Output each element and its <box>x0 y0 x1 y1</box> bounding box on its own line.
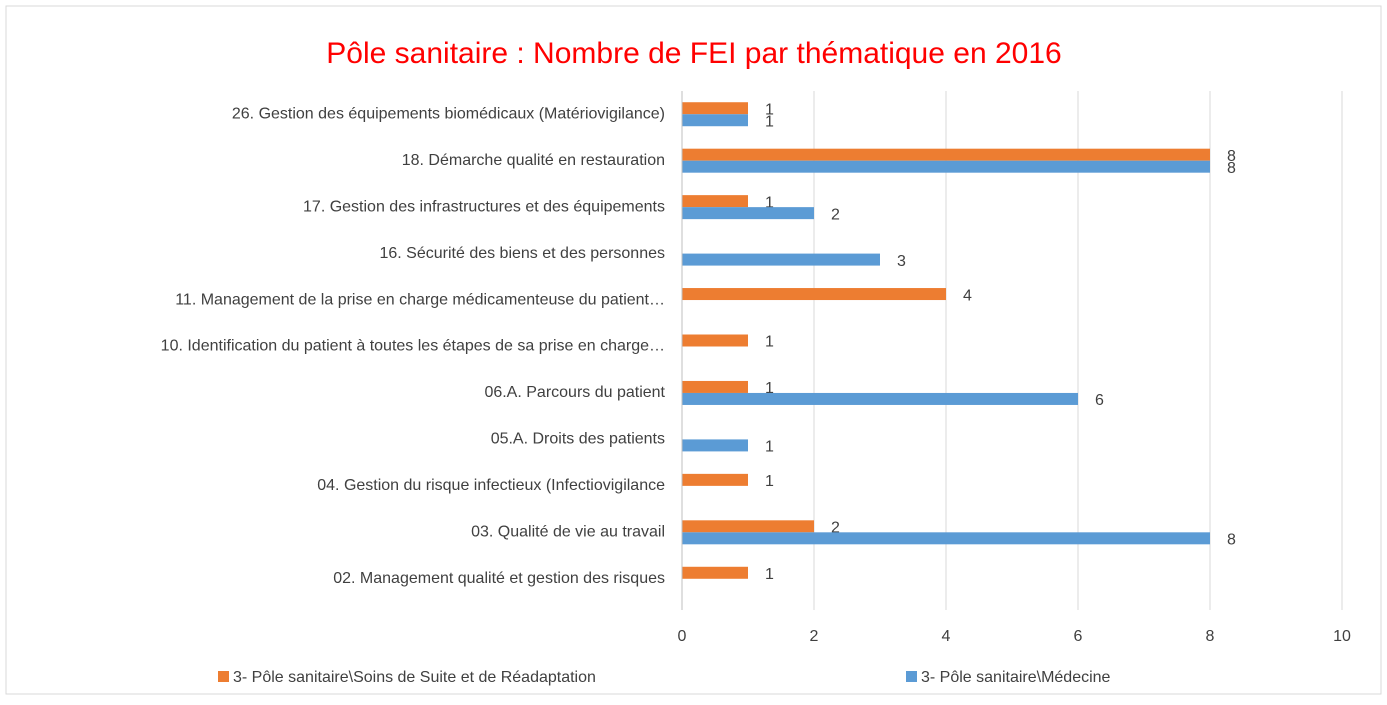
bar <box>682 392 1078 405</box>
data-label: 1 <box>765 439 774 456</box>
bar <box>682 334 748 347</box>
data-label: 1 <box>765 194 774 211</box>
data-label: 8 <box>1227 532 1236 549</box>
bar <box>682 114 748 127</box>
bar <box>682 102 748 115</box>
bar <box>682 207 814 220</box>
bar <box>682 439 748 452</box>
y-tick-label: 05.A. Droits des patients <box>491 431 665 448</box>
y-tick-label: 16. Sécurité des biens et des personnes <box>379 245 665 262</box>
data-label: 1 <box>765 473 774 490</box>
chart-title: Pôle sanitaire : Nombre de FEI par théma… <box>326 37 1061 70</box>
bar <box>682 253 880 266</box>
data-label: 1 <box>765 334 774 351</box>
y-tick-label: 06.A. Parcours du patient <box>484 384 665 401</box>
y-tick-label: 26. Gestion des équipements biomédicaux … <box>232 105 665 122</box>
y-tick-label: 11. Management de la prise en charge méd… <box>175 291 665 308</box>
data-label: 2 <box>831 206 840 223</box>
x-tick-label: 4 <box>942 628 951 645</box>
data-label: 8 <box>1227 148 1236 165</box>
x-tick-label: 0 <box>678 628 687 645</box>
legend-swatch <box>218 671 229 682</box>
bar <box>682 160 1210 173</box>
data-label: 2 <box>831 520 840 537</box>
legend-swatch <box>906 671 917 682</box>
x-tick-label: 6 <box>1074 628 1083 645</box>
data-label: 3 <box>897 253 906 270</box>
bar <box>682 532 1210 545</box>
x-tick-label: 10 <box>1333 628 1351 645</box>
x-tick-label: 8 <box>1206 628 1215 645</box>
data-label: 1 <box>765 380 774 397</box>
bar <box>682 380 748 393</box>
bar <box>682 566 748 579</box>
data-label: 1 <box>765 113 774 130</box>
bar <box>682 288 946 301</box>
bar <box>682 520 814 533</box>
y-tick-label: 02. Management qualité et gestion des ri… <box>333 570 665 587</box>
y-tick-label: 04. Gestion du risque infectieux (Infect… <box>317 477 665 494</box>
y-tick-label: 17. Gestion des infrastructures et des é… <box>303 198 665 215</box>
legend-label: 3- Pôle sanitaire\Médecine <box>921 669 1111 686</box>
bar <box>682 195 748 208</box>
data-label: 4 <box>963 287 972 304</box>
bar <box>682 473 748 486</box>
x-tick-label: 2 <box>810 628 819 645</box>
y-tick-label: 18. Démarche qualité en restauration <box>402 152 665 169</box>
data-label: 6 <box>1095 392 1104 409</box>
data-label: 8 <box>1227 160 1236 177</box>
y-tick-label: 03. Qualité de vie au travail <box>471 524 665 541</box>
data-label: 1 <box>765 566 774 583</box>
y-tick-label: 10. Identification du patient à toutes l… <box>161 338 665 355</box>
data-label: 1 <box>765 101 774 118</box>
bar <box>682 148 1210 161</box>
legend-label: 3- Pôle sanitaire\Soins de Suite et de R… <box>233 669 596 686</box>
